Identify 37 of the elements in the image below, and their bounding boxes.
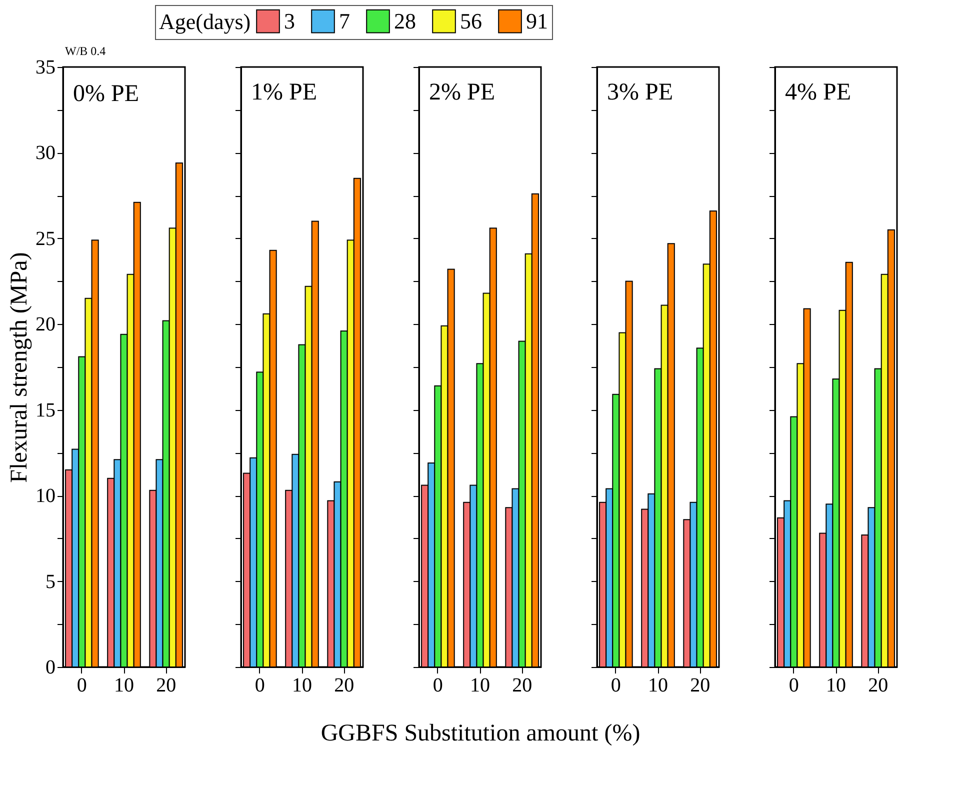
x-tick-label: 0 [610, 674, 621, 696]
x-tick-label: 20 [156, 674, 176, 696]
y-tick-label: 15 [36, 399, 56, 422]
x-tick-label: 20 [690, 674, 710, 696]
y-tick-label: 5 [46, 570, 56, 593]
x-tick-label: 10 [648, 674, 668, 696]
x-tick-label: 20 [868, 674, 888, 696]
y-tick-label: 25 [36, 228, 56, 250]
legend-label: 28 [394, 8, 416, 34]
x-axis-title: GGBFS Substitution amount (%) [320, 720, 640, 746]
x-tick-label: 0 [432, 674, 443, 696]
text: 4% PE [785, 80, 851, 106]
text: W/B 0.4 [65, 44, 106, 58]
x-tick-label: 0 [788, 674, 799, 696]
x-tick-label: 10 [292, 674, 312, 696]
legend-label: 56 [460, 8, 482, 34]
legend-label: 7 [339, 8, 350, 34]
text: 0% PE [73, 81, 139, 107]
y-tick-label: 35 [36, 56, 56, 78]
legend-label: 3 [284, 8, 295, 34]
x-tick-label: 10 [826, 674, 846, 696]
x-tick-label: 0 [254, 674, 265, 696]
x-tick-label: 20 [512, 674, 532, 696]
x-tick-label: 0 [76, 674, 87, 696]
x-tick-label: 10 [114, 674, 134, 696]
y-tick-label: 20 [36, 314, 56, 336]
y-tick-label: 30 [36, 142, 56, 164]
y-tick-label: 10 [36, 485, 56, 508]
x-tick-label: 10 [470, 674, 490, 696]
text: 1% PE [251, 80, 317, 106]
legend-label: 91 [526, 8, 548, 34]
x-tick-label: 20 [334, 674, 354, 696]
text: 2% PE [429, 80, 495, 106]
legend-title: Age(days) [159, 9, 251, 34]
text: 3% PE [607, 80, 673, 106]
y-tick-label: 0 [46, 656, 56, 678]
y-axis-title: Flexural strength (MPa) [6, 252, 32, 483]
